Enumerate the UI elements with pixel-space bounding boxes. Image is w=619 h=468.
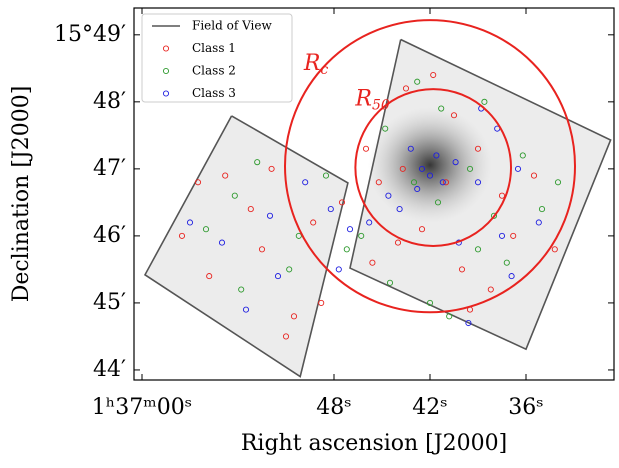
- point: [363, 146, 368, 151]
- radius-label: R50: [354, 86, 389, 113]
- radius-subscript: c: [320, 62, 328, 78]
- point: [319, 300, 324, 305]
- legend-label: Field of View: [192, 19, 272, 33]
- y-tick-label: 48′: [93, 89, 126, 114]
- y-tick-label: 44′: [93, 357, 126, 382]
- x-axis-label: Right ascension [J2000]: [241, 431, 507, 456]
- y-tick-label: 47′: [93, 156, 126, 181]
- y-tick-label: 15°49′: [54, 22, 126, 47]
- legend-label: Class 1: [192, 41, 236, 55]
- legend-label: Class 3: [192, 86, 236, 100]
- x-tick-label: 42ˢ: [412, 395, 447, 420]
- chart: Right ascension [J2000] Declination [J20…: [0, 0, 619, 468]
- y-axis-label: Declination [J2000]: [9, 86, 34, 303]
- point: [347, 227, 352, 232]
- point: [336, 267, 341, 272]
- radius-symbol: R: [354, 86, 372, 111]
- y-tick-label: 46′: [93, 223, 126, 248]
- radius-symbol: R: [303, 51, 321, 76]
- legend-label: Class 2: [192, 64, 236, 78]
- x-tick-label: 1ʰ37ᵐ00ˢ: [92, 395, 192, 420]
- galaxy-core: [368, 107, 492, 223]
- point: [344, 247, 349, 252]
- x-tick-label: 36ˢ: [508, 395, 543, 420]
- radius-subscript: 50: [372, 97, 390, 113]
- x-tick-label: 48ˢ: [316, 395, 351, 420]
- y-tick-label: 45′: [93, 290, 126, 315]
- radius-label: Rc: [303, 51, 329, 78]
